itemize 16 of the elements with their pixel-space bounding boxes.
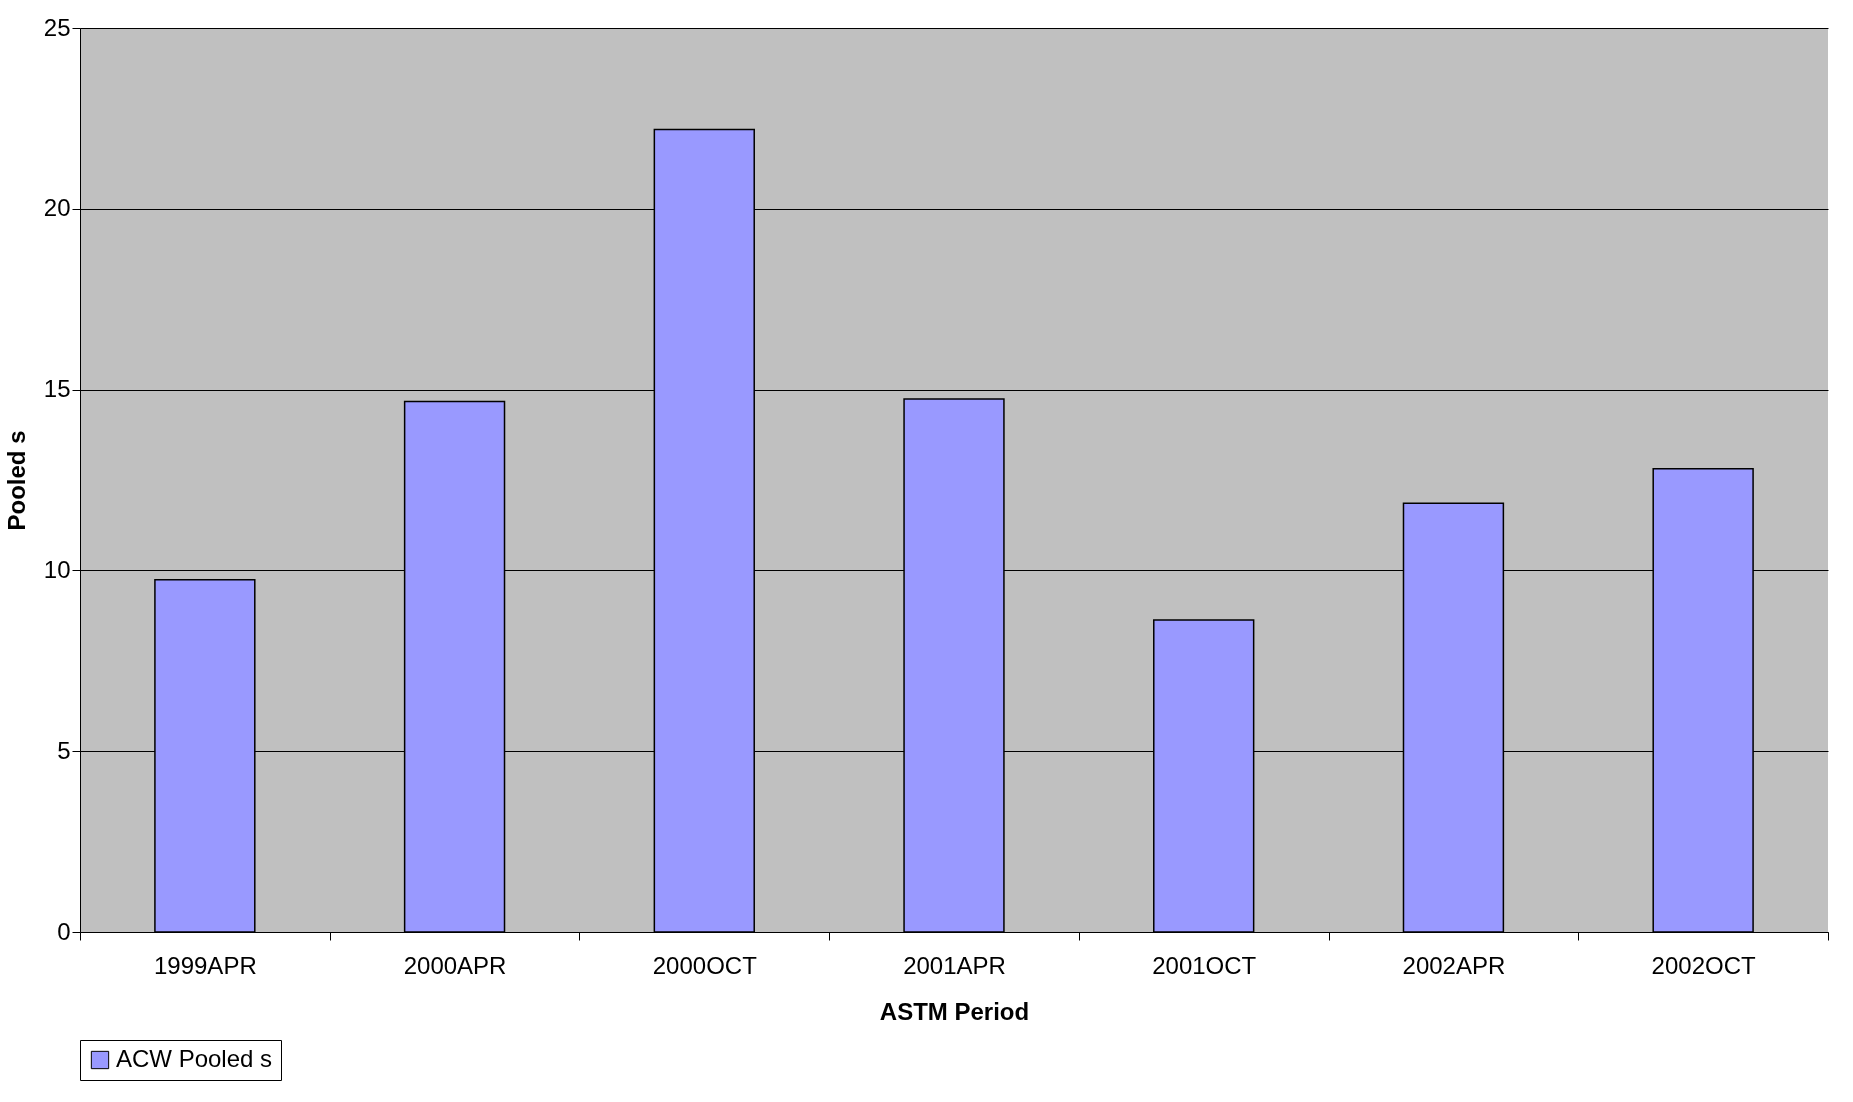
y-tick-label: 25 xyxy=(43,13,71,41)
y-tick-label: 20 xyxy=(43,194,71,222)
y-tick-label: 5 xyxy=(57,736,71,764)
x-tick-label: 2002OCT xyxy=(1651,951,1756,979)
x-tick-label: 2001OCT xyxy=(1152,951,1257,979)
y-tick-label: 10 xyxy=(43,555,71,583)
y-tick-label: 15 xyxy=(43,375,71,403)
x-tick-label: 2000OCT xyxy=(652,951,758,979)
legend-label: ACW Pooled s xyxy=(116,1045,273,1072)
y-tick-label: 0 xyxy=(57,917,71,945)
x-axis-title: ASTM Period xyxy=(879,997,1030,1025)
x-tick-label: 2002APR xyxy=(1402,951,1506,979)
x-tick-label: 2000APR xyxy=(403,951,507,979)
y-axis-title: Pooled s xyxy=(2,430,30,531)
x-tick-label: 1999APR xyxy=(153,951,257,979)
x-tick-label: 2001APR xyxy=(903,951,1006,979)
